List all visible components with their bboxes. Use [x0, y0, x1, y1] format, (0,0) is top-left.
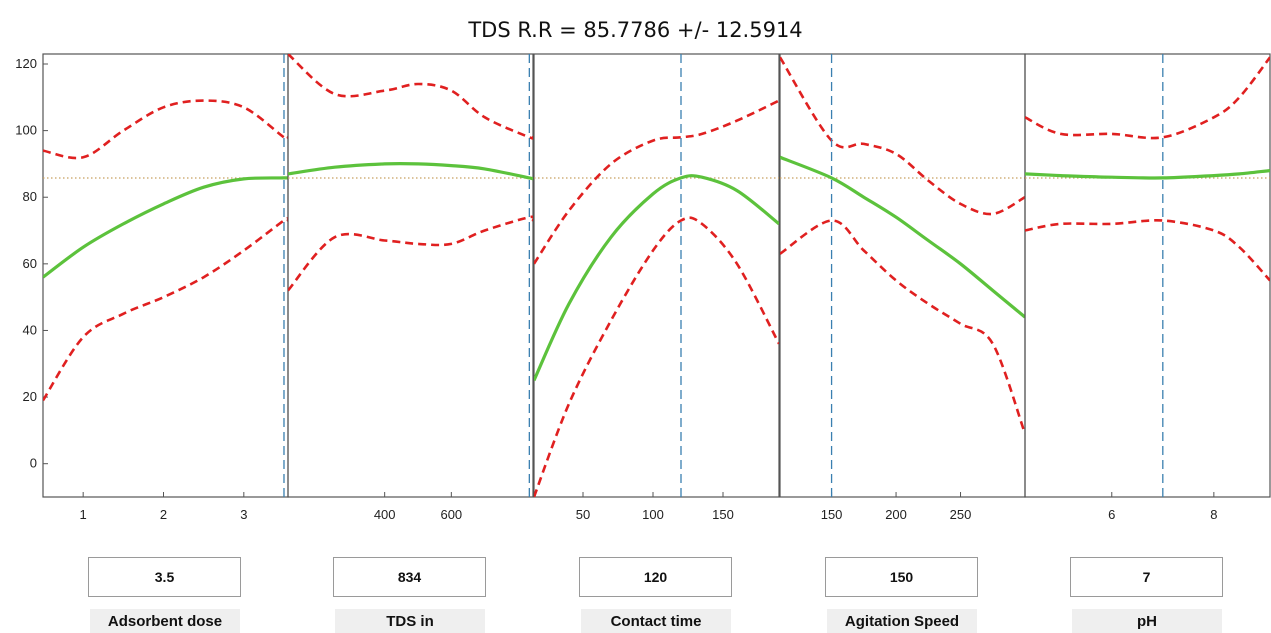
prediction-profiler: 0 20 40 60 80 100 120 1 2 3 400 600 50 100 150 150 200 25…: [15, 53, 1271, 522]
value-box-tds-in[interactable]: 834: [333, 557, 486, 597]
value-box-agitation-speed[interactable]: 150: [825, 557, 978, 597]
upper-bound-agitation-speed: [780, 56, 1025, 216]
x-tick-label: 6: [1108, 507, 1115, 522]
x-tick-label: 150: [821, 507, 843, 522]
y-tick-label: 0: [30, 456, 37, 471]
value-box-contact-time[interactable]: 120: [579, 557, 732, 597]
x-tick-label: 250: [950, 507, 972, 522]
upper-bound-tds-in: [288, 54, 533, 140]
factor-label-agitation-speed: Agitation Speed: [827, 609, 977, 633]
upper-bound-adsorbent-dose: [43, 99, 288, 160]
chart-title: TDS R.R = 85.7786 +/- 12.5914: [468, 18, 803, 42]
y-tick-label: 20: [23, 389, 37, 404]
factor-label-adsorbent-dose: Adsorbent dose: [90, 609, 240, 633]
x-tick-label: 150: [712, 507, 734, 522]
x-tick-label: 3: [240, 507, 247, 522]
x-tick-label: 100: [642, 507, 664, 522]
upper-bound-ph: [1025, 56, 1270, 140]
prediction-curve-contact-time: [534, 174, 779, 382]
panel-frame-contact-time: [533, 53, 780, 498]
factor-label-ph: pH: [1072, 609, 1222, 633]
lower-bound-tds-in: [288, 215, 533, 292]
value-box-ph[interactable]: 7: [1070, 557, 1223, 597]
x-tick-label: 50: [576, 507, 590, 522]
factor-label-tds-in: TDS in: [335, 609, 485, 633]
factor-label-contact-time: Contact time: [581, 609, 731, 633]
x-tick-label: 8: [1210, 507, 1217, 522]
prediction-curve-tds-in: [288, 162, 533, 181]
upper-bound-contact-time: [534, 99, 779, 265]
panel-frame-ph: [1024, 53, 1271, 498]
x-tick-label: 200: [885, 507, 907, 522]
value-box-adsorbent-dose[interactable]: 3.5: [88, 557, 241, 597]
y-tick-label: 40: [23, 322, 37, 337]
lower-bound-ph: [1025, 219, 1270, 282]
prediction-curve-agitation-speed: [780, 155, 1025, 319]
panel-frame-tds-in: [287, 53, 534, 498]
panel-frame-adsorbent-dose: [42, 53, 289, 498]
lower-bound-contact-time: [534, 216, 779, 497]
x-tick-label: 600: [440, 507, 462, 522]
y-tick-label: 120: [15, 56, 37, 71]
x-tick-label: 400: [374, 507, 396, 522]
prediction-curve-ph: [1025, 169, 1270, 180]
lower-bound-agitation-speed: [780, 219, 1025, 435]
y-tick-label: 60: [23, 256, 37, 271]
prediction-curve-adsorbent-dose: [43, 176, 288, 279]
lower-bound-adsorbent-dose: [43, 217, 288, 402]
y-tick-label: 80: [23, 189, 37, 204]
y-tick-label: 100: [15, 123, 37, 138]
x-tick-label: 2: [160, 507, 167, 522]
x-tick-label: 1: [80, 507, 87, 522]
